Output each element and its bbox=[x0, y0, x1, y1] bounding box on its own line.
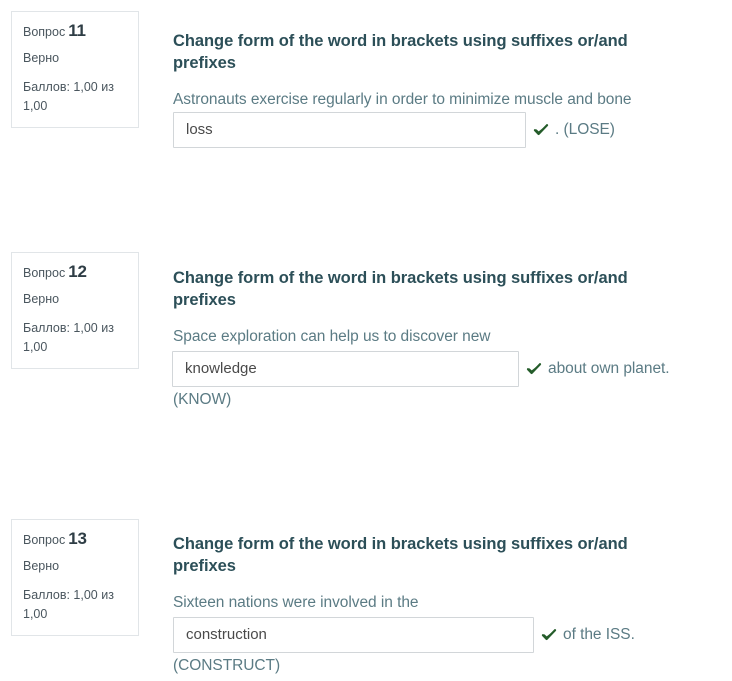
question-text-after: about own planet. bbox=[548, 360, 670, 378]
question-text-before: Space exploration can help us to discove… bbox=[173, 327, 491, 345]
question-word-label: Вопрос bbox=[23, 266, 66, 280]
question-content: Change form of the word in brackets usin… bbox=[172, 268, 713, 412]
question-text-after: . (LOSE) bbox=[555, 121, 615, 139]
answer-input[interactable] bbox=[173, 616, 534, 653]
question-text: Astronauts exercise regularly in order t… bbox=[173, 87, 713, 148]
answer-input[interactable] bbox=[173, 111, 526, 148]
correct-check-icon bbox=[533, 122, 549, 138]
question-content: Change form of the word in brackets usin… bbox=[173, 534, 713, 678]
question-text-after: of the ISS. bbox=[563, 626, 635, 644]
correct-check-icon bbox=[526, 361, 542, 377]
question-text-before: Sixteen nations were involved in the bbox=[173, 593, 419, 611]
answer-field-group[interactable] bbox=[173, 111, 555, 148]
question-hint-word: (KNOW) bbox=[173, 390, 232, 408]
answer-input[interactable] bbox=[172, 350, 519, 387]
question-state: Верно bbox=[23, 292, 60, 306]
question-number: 13 bbox=[68, 529, 87, 548]
question-word-label: Вопрос bbox=[23, 533, 66, 547]
answer-field-group[interactable] bbox=[172, 350, 548, 387]
question-info-box: Вопрос 12 Верно Баллов: 1,00 из 1,00 bbox=[11, 252, 139, 369]
question-content: Change form of the word in brackets usin… bbox=[173, 31, 713, 148]
answer-field-group[interactable] bbox=[173, 616, 563, 653]
question-number: 11 bbox=[68, 21, 86, 40]
question-marks: Баллов: 1,00 из 1,00 bbox=[23, 79, 114, 113]
question-title: Change form of the word in brackets usin… bbox=[173, 269, 628, 309]
question-number-row: Вопрос 12 bbox=[23, 263, 127, 280]
question-state: Верно bbox=[23, 559, 60, 573]
question-title: Change form of the word in brackets usin… bbox=[173, 32, 628, 72]
correct-check-icon bbox=[541, 627, 557, 643]
question-hint-word: (CONSTRUCT) bbox=[173, 656, 281, 674]
question-state: Верно bbox=[23, 51, 60, 65]
question-text-before: Astronauts exercise regularly in order t… bbox=[173, 90, 632, 108]
question-word-label: Вопрос bbox=[23, 25, 66, 39]
question-text: Sixteen nations were involved in the of … bbox=[173, 590, 713, 678]
question-number-row: Вопрос 13 bbox=[23, 530, 127, 547]
question-marks: Баллов: 1,00 из 1,00 bbox=[23, 320, 114, 354]
question-info-box: Вопрос 11 Верно Баллов: 1,00 из 1,00 bbox=[11, 11, 139, 128]
question-marks: Баллов: 1,00 из 1,00 bbox=[23, 587, 114, 621]
question-number-row: Вопрос 11 bbox=[23, 22, 127, 39]
question-text: Space exploration can help us to discove… bbox=[172, 324, 713, 412]
question-title: Change form of the word in brackets usin… bbox=[173, 535, 628, 575]
question-info-box: Вопрос 13 Верно Баллов: 1,00 из 1,00 bbox=[11, 519, 139, 636]
question-number: 12 bbox=[68, 262, 87, 281]
